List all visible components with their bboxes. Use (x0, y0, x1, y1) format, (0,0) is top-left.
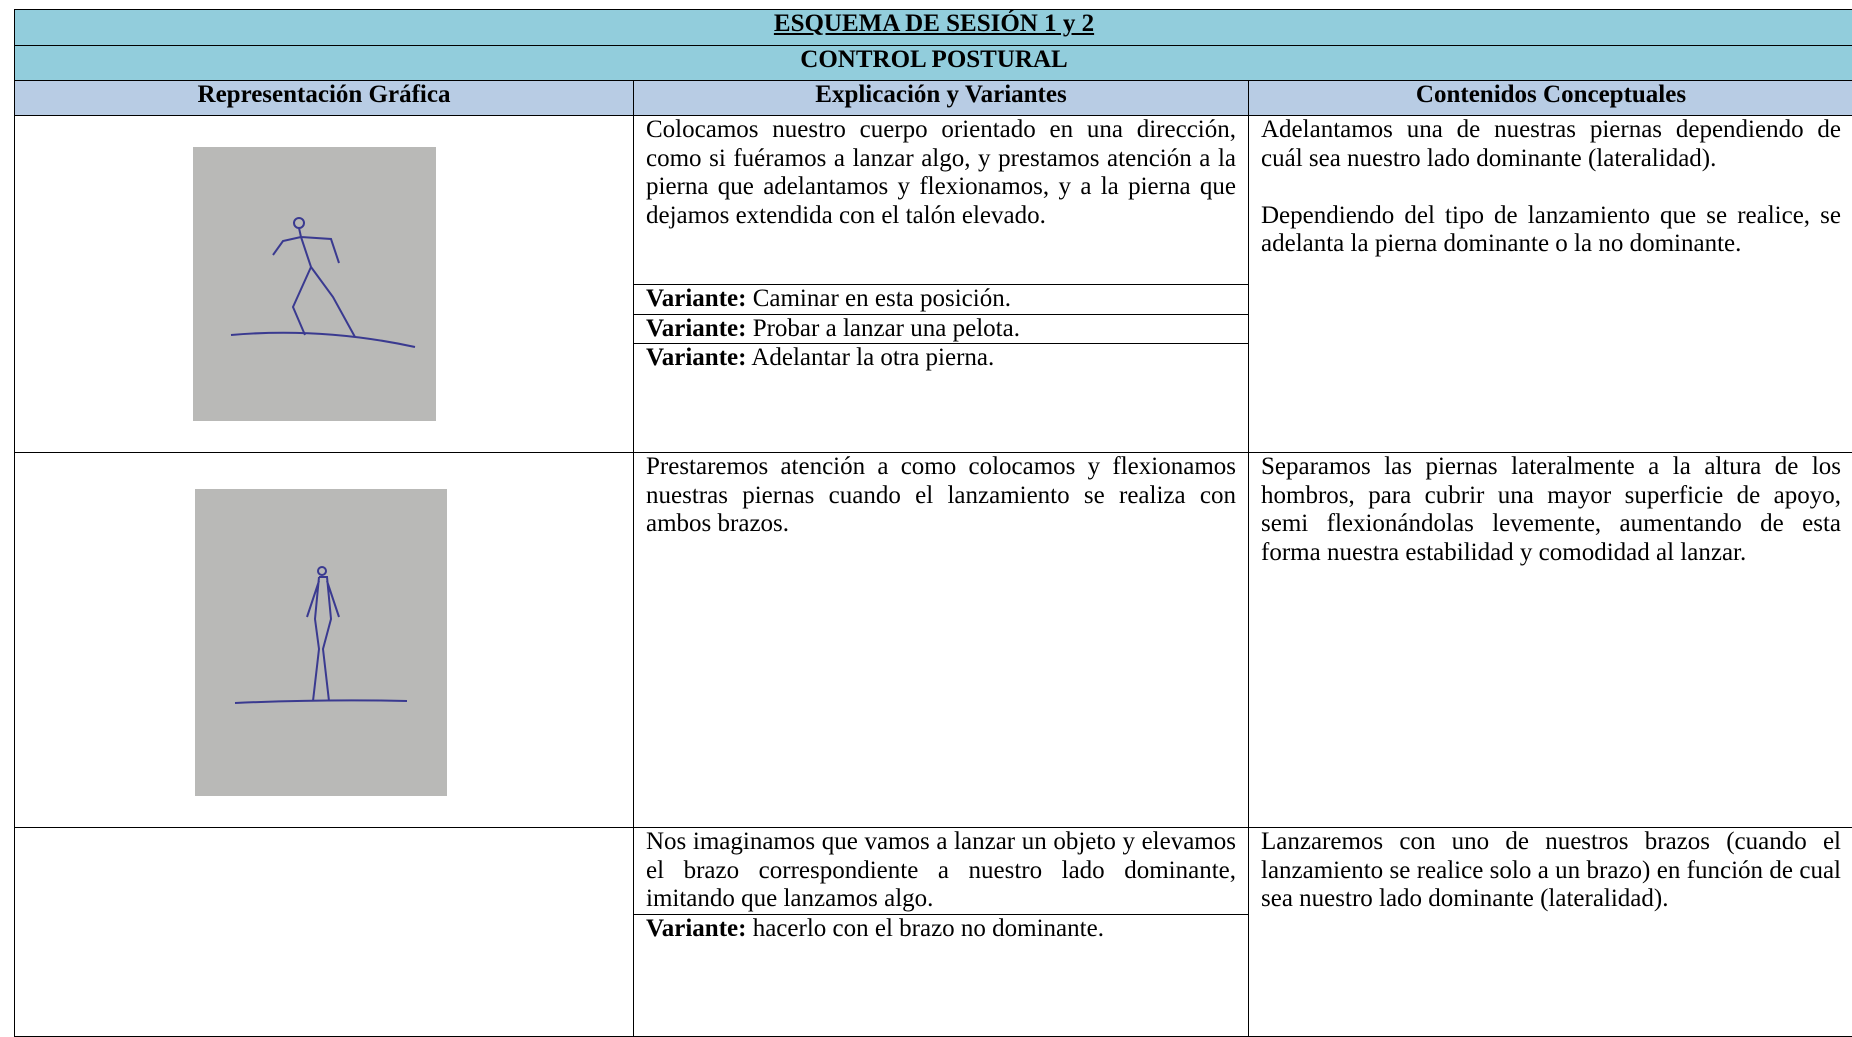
drawing (195, 489, 447, 796)
subtitle: CONTROL POSTURAL (800, 46, 1068, 73)
variant: Variante: hacerlo con el brazo no domina… (634, 914, 1248, 944)
title: ESQUEMA DE SESIÓN 1 y 2 (773, 10, 1095, 37)
variant-label: Variante: (646, 344, 747, 371)
header: Representación Gráfica (14, 80, 634, 116)
concepts-cell: Adelantamos una de nuestras piernas depe… (1248, 115, 1852, 453)
drawing (193, 147, 436, 421)
concept: Lanzaremos con uno de nuestros brazos (c… (1261, 828, 1841, 912)
concept: Adelantamos una de nuestras piernas depe… (1261, 116, 1841, 172)
concepts-cell: Lanzaremos con uno de nuestros brazos (c… (1248, 827, 1852, 1037)
header: Explicación y Variantes (633, 80, 1249, 116)
variant-text: Probar a lanzar una pelota. (752, 314, 1020, 342)
variant: Variante: Probar a lanzar una pelota. (634, 313, 1248, 344)
explanation-cell: Nos imaginamos que vamos a lanzar un obj… (633, 827, 1249, 1037)
concept: Separamos las piernas lateralmente a la … (1261, 453, 1841, 566)
variant-text: hacerlo con el brazo no dominante. (752, 915, 1104, 942)
concept: Dependiendo del tipo de lanzamiento que … (1261, 201, 1841, 258)
variant-label: Variante: (646, 915, 747, 942)
image-cell (14, 452, 634, 828)
title-cell: ESQUEMA DE SESIÓN 1 y 2 (14, 9, 1852, 46)
header: Contenidos Conceptuales (1248, 80, 1852, 116)
image-cell (14, 827, 634, 1037)
variant: Variante: Adelantar la otra pierna. (634, 343, 1248, 373)
explanation: Prestaremos atención a como colocamos y … (633, 452, 1249, 828)
explanation: Colocamos nuestro cuerpo orientado en un… (646, 116, 1236, 229)
concepts-cell: Separamos las piernas lateralmente a la … (1248, 452, 1852, 828)
explanation: Nos imaginamos que vamos a lanzar un obj… (646, 828, 1236, 912)
variant-text: Adelantar la otra pierna. (751, 344, 995, 371)
variant-label: Variante: (646, 285, 747, 312)
variant: Variante: Caminar en esta posición. (634, 284, 1248, 314)
subtitle-cell: CONTROL POSTURAL (14, 45, 1852, 81)
explanation-cell: Colocamos nuestro cuerpo orientado en un… (633, 115, 1249, 453)
variant-label: Variante: (646, 314, 747, 342)
variant-text: Caminar en esta posición. (752, 285, 1011, 312)
image-cell (14, 115, 634, 453)
